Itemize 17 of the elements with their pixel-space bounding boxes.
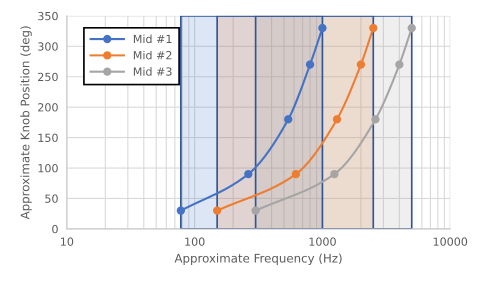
x-tick-label: 10 xyxy=(61,237,74,246)
y-tick-label: 300 xyxy=(38,42,58,51)
y-tick-label: 150 xyxy=(38,134,58,142)
y-axis-title: Approximate Knob Position (deg) xyxy=(20,26,32,220)
x-tick-label: 100 xyxy=(185,237,205,246)
y-tick-label: 200 xyxy=(38,103,58,112)
y-tick-label: 100 xyxy=(38,164,58,172)
y-tick-label: 350 xyxy=(38,12,58,20)
legend-label: Mid #3 xyxy=(134,67,172,76)
legend-label: Mid #1 xyxy=(134,34,172,44)
x-tick-label: 10000 xyxy=(434,237,468,246)
y-tick-label: 0 xyxy=(52,224,58,234)
y-tick-label: 250 xyxy=(38,72,58,82)
y-tick-label: 50 xyxy=(45,194,58,203)
x-tick-label: 1000 xyxy=(310,237,336,246)
legend-label: Mid #2 xyxy=(134,50,172,60)
x-axis-title: Approximate Frequency (Hz) xyxy=(174,254,342,265)
